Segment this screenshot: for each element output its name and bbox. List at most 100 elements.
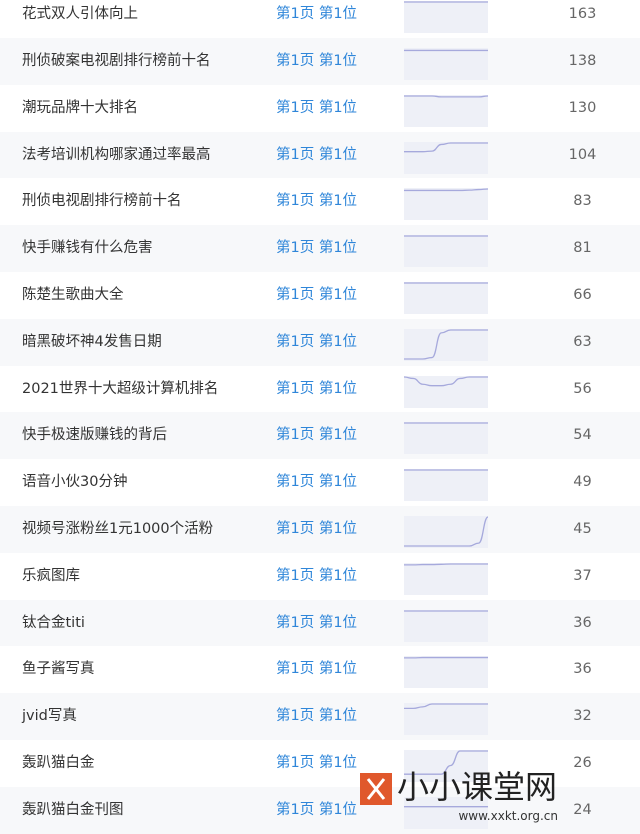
keyword: 轰趴猫白金刊图 [22,787,124,834]
keyword: 暗黑破坏神4发售日期 [22,319,162,366]
table-row: 法考培训机构哪家通过率最高 第1页 第1位 104 [0,132,640,179]
table-row: 轰趴猫白金刊图 第1页 第1位 24 [0,787,640,834]
sparkline-area [404,142,488,174]
search-count: 26 [560,740,605,787]
rank-link[interactable]: 第1页 第1位 [276,787,357,834]
sparkline-area [404,797,488,829]
sparkline-area [404,376,488,408]
rank-link[interactable]: 第1页 第1位 [276,38,357,85]
search-count: 37 [560,553,605,600]
trend-sparkline [404,797,488,829]
sparkline-area [404,610,488,642]
trend-sparkline [404,750,488,782]
table-row: 暗黑破坏神4发售日期 第1页 第1位 63 [0,319,640,366]
keyword: 视频号涨粉丝1元1000个活粉 [22,506,213,553]
trend-sparkline [404,235,488,267]
rank-link[interactable]: 第1页 第1位 [276,693,357,740]
search-count: 66 [560,272,605,319]
sparkline-area [404,95,488,127]
rank-link[interactable]: 第1页 第1位 [276,366,357,413]
trend-sparkline [404,282,488,314]
sparkline-area [404,282,488,314]
search-count: 63 [560,319,605,366]
search-count: 54 [560,412,605,459]
table-row: 潮玩品牌十大排名 第1页 第1位 130 [0,85,640,132]
rank-link[interactable]: 第1页 第1位 [276,85,357,132]
table-row: 刑侦破案电视剧排行榜前十名 第1页 第1位 138 [0,38,640,85]
keyword: 陈楚生歌曲大全 [22,272,124,319]
search-count: 45 [560,506,605,553]
search-count: 24 [560,787,605,834]
table-row: 2021世界十大超级计算机排名 第1页 第1位 56 [0,366,640,413]
rank-link[interactable]: 第1页 第1位 [276,459,357,506]
search-count: 104 [560,132,605,179]
rank-link[interactable]: 第1页 第1位 [276,178,357,225]
table-row: 轰趴猫白金 第1页 第1位 26 [0,740,640,787]
search-count: 138 [560,38,605,85]
trend-sparkline [404,95,488,127]
trend-sparkline [404,563,488,595]
table-row: 乐疯图库 第1页 第1位 37 [0,553,640,600]
trend-sparkline [404,188,488,220]
table-row: 花式双人引体向上 第1页 第1位 163 [0,0,640,38]
keyword: 刑侦破案电视剧排行榜前十名 [22,38,211,85]
table-row: 快手赚钱有什么危害 第1页 第1位 81 [0,225,640,272]
rank-link[interactable]: 第1页 第1位 [276,225,357,272]
table-row: 刑侦电视剧排行榜前十名 第1页 第1位 83 [0,178,640,225]
sparkline-area [404,48,488,80]
rank-link[interactable]: 第1页 第1位 [276,600,357,647]
trend-sparkline [404,610,488,642]
search-count: 56 [560,366,605,413]
rank-link[interactable]: 第1页 第1位 [276,272,357,319]
table-row: 鱼子酱写真 第1页 第1位 36 [0,646,640,693]
sparkline-area [404,469,488,501]
sparkline-area [404,1,488,33]
search-count: 130 [560,85,605,132]
keyword: 轰趴猫白金 [22,740,95,787]
search-count: 83 [560,178,605,225]
trend-sparkline [404,376,488,408]
trend-sparkline [404,469,488,501]
search-count: 36 [560,600,605,647]
rank-link[interactable]: 第1页 第1位 [276,132,357,179]
rank-link[interactable]: 第1页 第1位 [276,506,357,553]
trend-sparkline [404,48,488,80]
trend-sparkline [404,142,488,174]
search-count: 36 [560,646,605,693]
search-count: 81 [560,225,605,272]
keyword: 语音小伙30分钟 [22,459,127,506]
keyword: jvid写真 [22,693,77,740]
sparkline-area [404,235,488,267]
sparkline-area [404,656,488,688]
sparkline-area [404,329,488,361]
keyword: 法考培训机构哪家通过率最高 [22,132,211,179]
table-row: 语音小伙30分钟 第1页 第1位 49 [0,459,640,506]
sparkline-area [404,422,488,454]
search-count: 49 [560,459,605,506]
keyword: 乐疯图库 [22,553,80,600]
trend-sparkline [404,703,488,735]
rank-link[interactable]: 第1页 第1位 [276,0,357,38]
trend-sparkline [404,656,488,688]
search-count: 32 [560,693,605,740]
keyword: 2021世界十大超级计算机排名 [22,366,218,413]
keyword: 钛合金titi [22,600,85,647]
trend-sparkline [404,422,488,454]
rank-link[interactable]: 第1页 第1位 [276,412,357,459]
table-row: jvid写真 第1页 第1位 32 [0,693,640,740]
rank-link[interactable]: 第1页 第1位 [276,740,357,787]
keyword: 快手赚钱有什么危害 [22,225,153,272]
rank-link[interactable]: 第1页 第1位 [276,319,357,366]
trend-sparkline [404,1,488,33]
trend-sparkline [404,516,488,548]
table-row: 视频号涨粉丝1元1000个活粉 第1页 第1位 45 [0,506,640,553]
search-count: 163 [560,0,605,38]
rank-link[interactable]: 第1页 第1位 [276,553,357,600]
keyword: 潮玩品牌十大排名 [22,85,138,132]
table-row: 快手极速版赚钱的背后 第1页 第1位 54 [0,412,640,459]
sparkline-area [404,563,488,595]
keyword: 花式双人引体向上 [22,0,138,38]
table-row: 钛合金titi 第1页 第1位 36 [0,600,640,647]
rank-link[interactable]: 第1页 第1位 [276,646,357,693]
